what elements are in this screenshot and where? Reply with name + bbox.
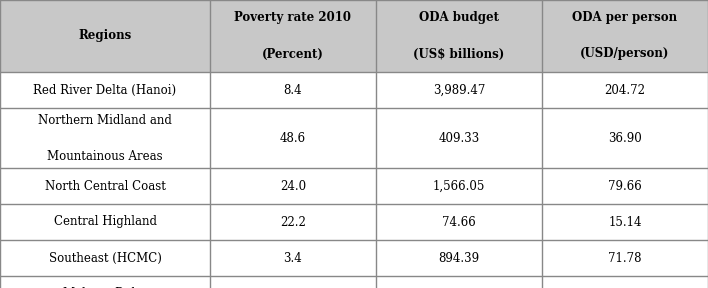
- Text: 3.4: 3.4: [284, 251, 302, 264]
- Text: 8.4: 8.4: [284, 84, 302, 96]
- Bar: [210, 108, 376, 168]
- Bar: [376, 72, 542, 108]
- Bar: [210, 276, 376, 288]
- Bar: [542, 72, 708, 108]
- Bar: [376, 276, 542, 288]
- Text: 409.33: 409.33: [438, 132, 479, 145]
- Bar: [376, 240, 542, 276]
- Text: Poverty rate 2010

(Percent): Poverty rate 2010 (Percent): [234, 12, 351, 60]
- Bar: [542, 276, 708, 288]
- Text: Central Highland: Central Highland: [54, 215, 156, 228]
- Bar: [0, 240, 210, 276]
- Bar: [542, 108, 708, 168]
- Bar: [542, 204, 708, 240]
- Text: 3,989.47: 3,989.47: [433, 84, 485, 96]
- Text: Northern Midland and

Mountainous Areas: Northern Midland and Mountainous Areas: [38, 113, 172, 162]
- Bar: [0, 204, 210, 240]
- Text: 15.14: 15.14: [608, 215, 641, 228]
- Text: 1,566.05: 1,566.05: [433, 179, 485, 192]
- Text: 74.66: 74.66: [442, 215, 476, 228]
- Bar: [210, 240, 376, 276]
- Text: 71.78: 71.78: [608, 251, 641, 264]
- Bar: [0, 0, 210, 72]
- Text: 36.90: 36.90: [608, 132, 642, 145]
- Text: 79.66: 79.66: [608, 179, 642, 192]
- Bar: [0, 108, 210, 168]
- Bar: [376, 0, 542, 72]
- Text: 894.39: 894.39: [438, 251, 479, 264]
- Text: ODA per person

(USD/person): ODA per person (USD/person): [573, 12, 678, 60]
- Text: Mekong Delta: Mekong Delta: [63, 287, 147, 288]
- Text: 204.72: 204.72: [605, 84, 646, 96]
- Text: 12.6: 12.6: [280, 287, 306, 288]
- Bar: [210, 72, 376, 108]
- Bar: [0, 72, 210, 108]
- Bar: [210, 204, 376, 240]
- Bar: [376, 108, 542, 168]
- Text: Regions: Regions: [79, 29, 132, 43]
- Bar: [376, 168, 542, 204]
- Text: 48.6: 48.6: [280, 132, 306, 145]
- Text: Southeast (HCMC): Southeast (HCMC): [49, 251, 161, 264]
- Text: 24.0: 24.0: [280, 179, 306, 192]
- Text: 51.71: 51.71: [608, 287, 641, 288]
- Text: Red River Delta (Hanoi): Red River Delta (Hanoi): [33, 84, 176, 96]
- Bar: [210, 168, 376, 204]
- Bar: [376, 204, 542, 240]
- Bar: [542, 168, 708, 204]
- Text: 22.2: 22.2: [280, 215, 306, 228]
- Bar: [210, 0, 376, 72]
- Bar: [0, 276, 210, 288]
- Text: 907.16: 907.16: [438, 287, 479, 288]
- Bar: [0, 168, 210, 204]
- Bar: [542, 0, 708, 72]
- Bar: [542, 240, 708, 276]
- Text: North Central Coast: North Central Coast: [45, 179, 166, 192]
- Text: ODA budget

(US$ billions): ODA budget (US$ billions): [413, 12, 505, 60]
